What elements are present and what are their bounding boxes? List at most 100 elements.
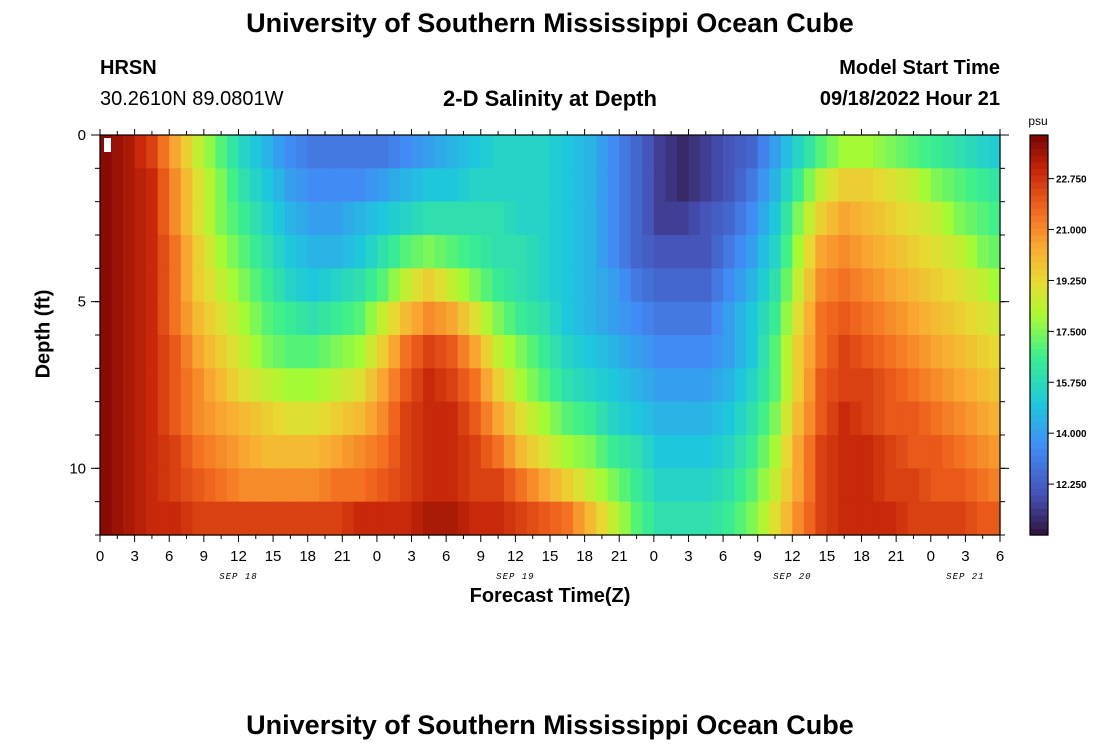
heatmap-cell (446, 401, 459, 436)
heatmap-cell (573, 201, 586, 236)
heatmap-cell (146, 468, 159, 503)
heatmap-cell (226, 268, 240, 303)
colorbar-segment (1030, 361, 1048, 369)
heatmap-cell (873, 235, 886, 269)
heatmap-cell (826, 168, 840, 203)
heatmap-cell (826, 301, 840, 336)
heatmap-cell (307, 268, 320, 303)
heatmap-cell (653, 368, 666, 403)
heatmap-cell (711, 468, 724, 503)
heatmap-cell (907, 468, 920, 503)
heatmap-cell (596, 468, 609, 503)
heatmap-cell (273, 135, 286, 169)
heatmap-cell (596, 268, 609, 303)
heatmap-cell (746, 201, 759, 236)
heatmap-cell (411, 401, 424, 436)
heatmap-cell (596, 435, 609, 469)
heatmap-cell (676, 401, 690, 436)
colorbar-segment (1030, 341, 1048, 349)
heatmap-cell (780, 335, 793, 369)
colorbar-segment (1030, 235, 1048, 243)
heatmap-cell (146, 268, 159, 303)
heatmap-cell (676, 501, 690, 536)
heatmap-cell (307, 135, 320, 169)
heatmap-cell (665, 268, 678, 303)
heatmap-cell (561, 168, 574, 203)
heatmap-cell (411, 435, 424, 469)
heatmap-cell (100, 168, 113, 203)
colorbar-segment (1030, 408, 1048, 416)
heatmap-cell (965, 401, 978, 436)
heatmap-cell (953, 135, 966, 169)
heatmap-cell (330, 168, 343, 203)
x-tick-label: 18 (299, 548, 316, 565)
heatmap-cell (619, 301, 632, 336)
heatmap-cell (296, 368, 309, 403)
heatmap-cell (838, 435, 851, 469)
heatmap-cell (296, 168, 309, 203)
heatmap-cell (942, 135, 955, 169)
heatmap-cell (226, 368, 240, 403)
heatmap-cell (561, 468, 574, 503)
heatmap-cell (803, 268, 816, 303)
heatmap-cell (296, 268, 309, 303)
heatmap-cell (469, 335, 482, 369)
heatmap-cell (919, 201, 932, 236)
heatmap-cell (907, 501, 920, 536)
heatmap-cell (480, 201, 493, 236)
colorbar-segment (1030, 241, 1048, 249)
heatmap-cell (111, 501, 124, 536)
heatmap-cell (388, 168, 401, 203)
heatmap-cell (123, 235, 136, 269)
heatmap-cell (907, 368, 920, 403)
heatmap-cell (123, 401, 136, 436)
heatmap-cell (273, 201, 286, 236)
heatmap-cell (434, 335, 447, 369)
heatmap-cell (838, 201, 851, 236)
heatmap-cell (342, 268, 355, 303)
heatmap-cell (469, 168, 482, 203)
colorbar-segment (1030, 395, 1048, 403)
heatmap-cell (250, 468, 263, 503)
heatmap-cell (284, 468, 297, 503)
heatmap-cell (746, 168, 759, 203)
heatmap-cell (434, 435, 447, 469)
heatmap-cell (769, 468, 782, 503)
heatmap-cell (607, 468, 620, 503)
heatmap-cell (988, 368, 1001, 403)
heatmap-cell (134, 335, 147, 369)
heatmap-cell (746, 335, 759, 369)
heatmap-cell (688, 435, 701, 469)
heatmap-cell (573, 301, 586, 336)
heatmap-cell (550, 401, 563, 436)
heatmap-cell (850, 435, 863, 469)
heatmap-cell (330, 301, 343, 336)
heatmap-cell (480, 168, 493, 203)
heatmap-cell (988, 435, 1001, 469)
heatmap-cell (688, 201, 701, 236)
heatmap-cell (203, 301, 216, 336)
colorbar-segment (1030, 308, 1048, 316)
heatmap-cell (838, 301, 851, 336)
heatmap-cell (296, 501, 309, 536)
heatmap-cell (365, 235, 378, 269)
heatmap-cell (215, 301, 228, 336)
heatmap-cell (919, 435, 932, 469)
heatmap-cell (469, 268, 482, 303)
colorbar-segment (1030, 495, 1048, 503)
heatmap-cell (296, 135, 309, 169)
colorbar-tick-label: 19.250 (1056, 276, 1087, 287)
heatmap-cell (215, 268, 228, 303)
colorbar-segment (1030, 208, 1048, 216)
heatmap-cell (838, 268, 851, 303)
heatmap-cell (423, 235, 436, 269)
heatmap-cell (411, 335, 424, 369)
heatmap-cell (619, 168, 632, 203)
heatmap-cell (988, 401, 1001, 436)
heatmap-cell (942, 235, 955, 269)
heatmap-cell (630, 201, 643, 236)
heatmap-cell (400, 501, 413, 536)
heatmap-cell (169, 468, 182, 503)
heatmap-cell (976, 435, 990, 469)
heatmap-cell (757, 201, 770, 236)
